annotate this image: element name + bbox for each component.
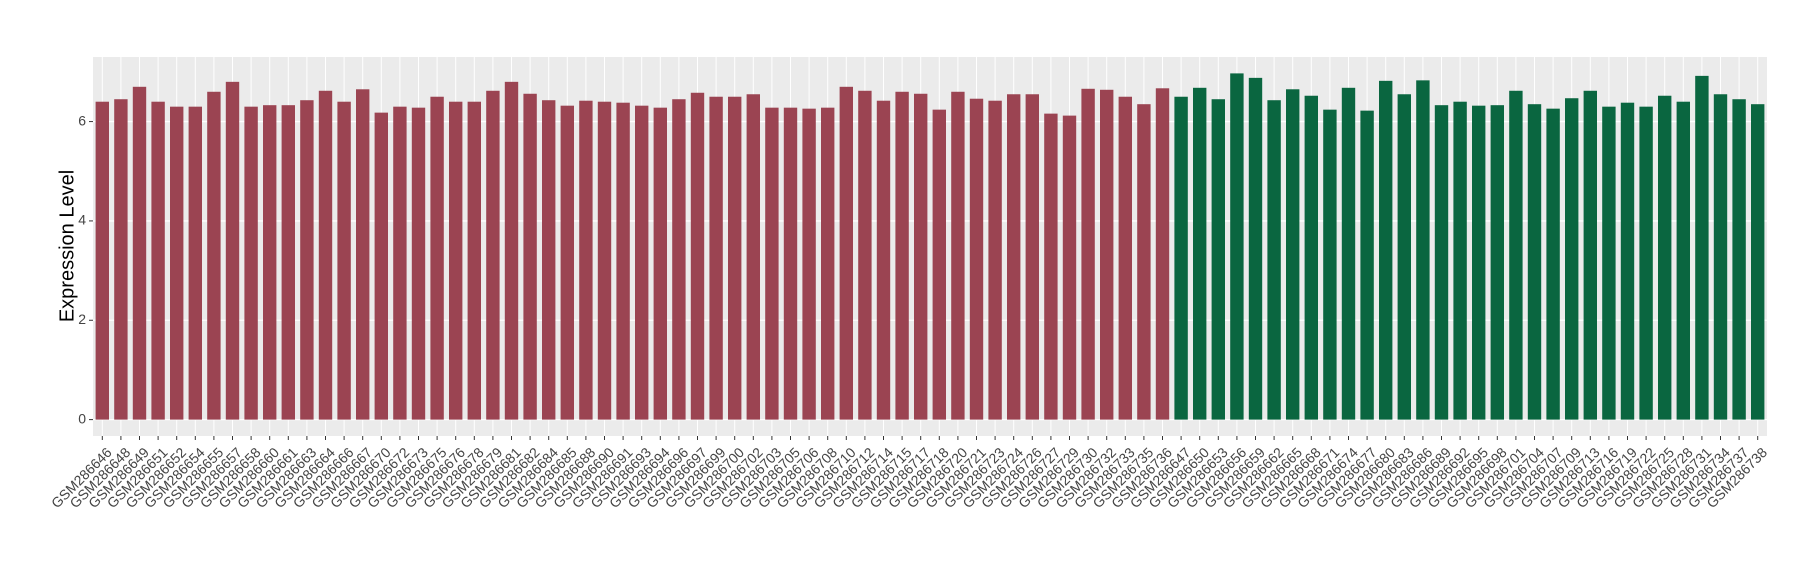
bar — [188, 106, 202, 420]
bar — [1174, 96, 1188, 420]
bar — [635, 105, 649, 420]
bar — [839, 86, 853, 420]
bar — [1062, 115, 1077, 420]
bar — [932, 109, 946, 420]
y-axis-label: Expression Level — [56, 170, 78, 322]
y-tick-label: 4 — [78, 212, 86, 228]
bar — [1248, 77, 1263, 420]
bar — [1118, 96, 1132, 420]
bar — [1509, 90, 1523, 420]
bar — [783, 107, 798, 420]
bar — [1193, 87, 1207, 420]
bar — [914, 93, 928, 420]
bar — [765, 107, 779, 420]
bar — [449, 101, 463, 420]
bar — [1286, 89, 1300, 420]
bar — [1007, 94, 1021, 420]
bar — [95, 101, 109, 420]
bar — [1267, 100, 1281, 420]
bar — [1360, 110, 1374, 420]
bar — [337, 101, 351, 420]
bar — [1658, 95, 1672, 420]
bar — [988, 100, 1002, 420]
bar — [170, 106, 184, 420]
bar — [523, 93, 537, 420]
bar — [300, 100, 314, 420]
bar — [616, 102, 630, 420]
bar — [1304, 95, 1318, 420]
y-tick-label: 2 — [78, 311, 86, 327]
bar — [728, 96, 742, 420]
bar — [114, 99, 128, 420]
bar — [1546, 108, 1560, 420]
bar — [1081, 88, 1095, 420]
bar — [1527, 104, 1542, 420]
bar — [486, 90, 500, 420]
bar — [356, 89, 370, 420]
bar — [1751, 104, 1765, 420]
bar — [318, 90, 333, 420]
bar — [746, 94, 760, 420]
bar — [1639, 106, 1653, 420]
bar — [244, 106, 258, 420]
bar — [1676, 101, 1690, 420]
bar — [560, 105, 574, 420]
bar — [151, 101, 165, 420]
bar — [1025, 94, 1039, 420]
bar — [1565, 98, 1579, 420]
bar — [1490, 105, 1504, 420]
bar — [1602, 106, 1616, 420]
bar — [1397, 94, 1411, 420]
bar — [802, 108, 816, 420]
bar — [709, 96, 723, 420]
bar — [821, 107, 835, 420]
bar — [969, 98, 984, 420]
bar — [1100, 89, 1114, 420]
bar — [1472, 105, 1486, 420]
y-tick-label: 6 — [78, 112, 86, 128]
bar — [1453, 101, 1467, 420]
bar — [1230, 73, 1244, 420]
bar — [1416, 80, 1430, 420]
bar — [1323, 109, 1337, 420]
bar — [951, 91, 965, 420]
bar — [1211, 99, 1225, 420]
bar — [374, 112, 388, 420]
bar — [132, 86, 147, 420]
bar — [1137, 104, 1151, 420]
bar — [281, 105, 295, 420]
bar — [579, 100, 593, 420]
panel-background — [93, 57, 1767, 436]
bar — [1341, 87, 1356, 420]
bar — [690, 92, 705, 420]
bar — [858, 90, 872, 420]
bar — [1044, 113, 1058, 420]
bar — [225, 81, 240, 420]
bar — [1732, 99, 1746, 420]
bar — [411, 107, 426, 420]
bar — [207, 91, 221, 420]
y-tick-label: 0 — [78, 410, 86, 426]
bar — [430, 96, 444, 420]
bar — [263, 105, 277, 420]
bar — [895, 91, 909, 420]
bar — [1620, 102, 1635, 420]
bar — [1379, 80, 1393, 420]
bar — [1583, 90, 1597, 420]
bar — [1713, 94, 1728, 420]
bar — [876, 100, 891, 420]
bar — [1695, 75, 1709, 420]
bar — [504, 81, 519, 420]
bar — [1155, 88, 1170, 420]
bar — [597, 101, 612, 420]
bar — [1434, 105, 1449, 420]
bar — [542, 100, 556, 420]
bar — [672, 99, 686, 420]
bar — [653, 107, 667, 420]
bar — [393, 106, 407, 420]
bar — [467, 101, 481, 420]
